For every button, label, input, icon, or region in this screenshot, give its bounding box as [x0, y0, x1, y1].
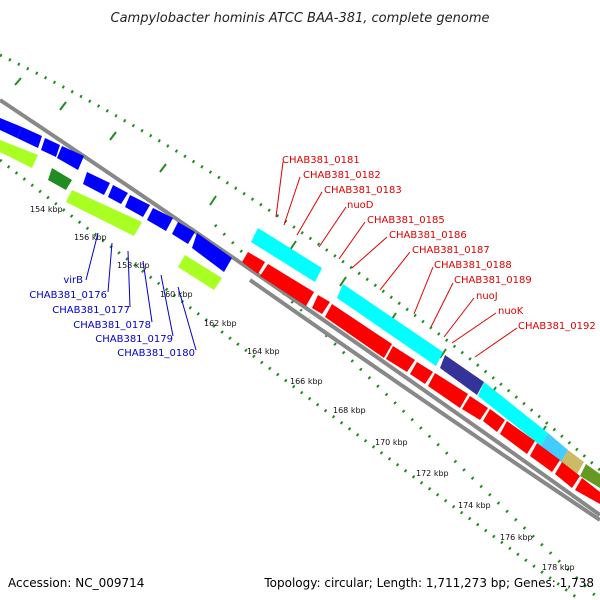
tick-label: 158 kbp: [117, 261, 150, 270]
tick-label: 166 kbp: [290, 377, 323, 386]
tick-label: 176 kbp: [500, 533, 533, 542]
gene-label: CHAB381_0192: [518, 321, 596, 332]
map-title: Campylobacter hominis ATCC BAA-381, comp…: [111, 11, 490, 26]
scale-labels: 154 kbp 156 kbp 158 kbp 160 kbp 162 kbp …: [30, 205, 575, 572]
tick-label: 170 kbp: [375, 438, 408, 447]
tick-label: 168 kbp: [333, 406, 366, 415]
red-gene-labels: CHAB381_0181 CHAB381_0182 CHAB381_0183 n…: [275, 155, 596, 358]
tick-label: 178 kbp: [542, 563, 575, 572]
gene-label: CHAB381_0181: [282, 155, 360, 166]
tick-label: 164 kbp: [247, 347, 280, 356]
gene-label: CHAB381_0180: [117, 348, 195, 359]
gene-label: nuoK: [498, 306, 524, 317]
gene-label: CHAB381_0183: [324, 185, 402, 196]
gene-label: CHAB381_0177: [52, 305, 130, 316]
tick-label: 160 kbp: [160, 290, 193, 299]
gene-label: CHAB381_0176: [29, 290, 107, 301]
cyan-feature-band: [251, 228, 600, 488]
gene-label: CHAB381_0179: [95, 334, 173, 345]
gene-label: CHAB381_0188: [434, 260, 512, 271]
gene-label: CHAB381_0187: [412, 245, 490, 256]
backbone-outer: [0, 98, 600, 517]
lime-feature-band: [0, 140, 222, 290]
reverse-gene-band: [242, 252, 600, 504]
inner-dotted-ring: [0, 158, 581, 600]
gene-label: CHAB381_0182: [303, 170, 381, 181]
topology-text: Topology: circular; Length: 1,711,273 bp…: [263, 576, 594, 590]
gene-label: nuoD: [347, 200, 374, 211]
forward-gene-band: [0, 118, 232, 272]
tick-label: 174 kbp: [458, 501, 491, 510]
accession-text: Accession: NC_009714: [8, 576, 144, 590]
gene-label: CHAB381_0185: [367, 215, 445, 226]
gene-label: nuoJ: [476, 291, 498, 302]
tick-label: 172 kbp: [416, 469, 449, 478]
blue-gene-labels: virB CHAB381_0176 CHAB381_0177 CHAB381_0…: [29, 232, 197, 359]
backbone-inner: [248, 278, 600, 522]
tick-label: 162 kbp: [204, 319, 237, 328]
tick-label: 156 kbp: [74, 233, 107, 242]
gene-label: CHAB381_0178: [73, 320, 151, 331]
gene-label: virB: [63, 275, 83, 286]
gene-label: CHAB381_0189: [454, 275, 532, 286]
tick-label: 154 kbp: [30, 205, 63, 214]
gene-label: CHAB381_0186: [389, 230, 467, 241]
